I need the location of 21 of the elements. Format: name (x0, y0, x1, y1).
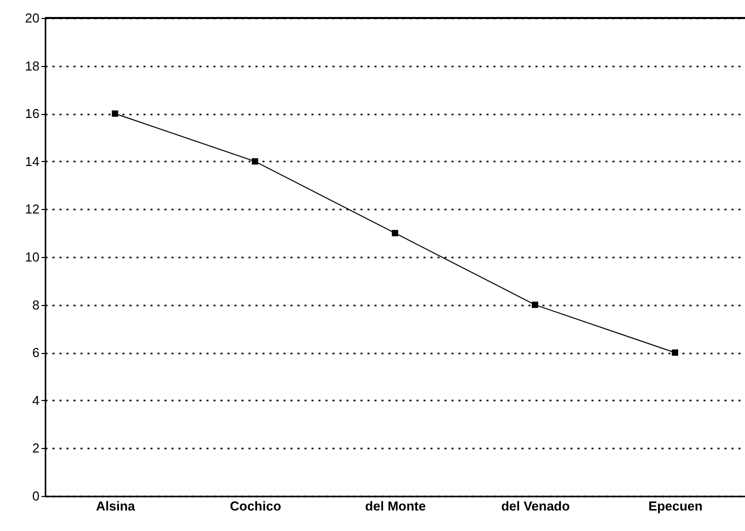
x-tick-label: del Monte (365, 498, 426, 514)
y-tick-label: 8 (32, 297, 40, 312)
x-tick-label: Cochico (230, 498, 282, 514)
y-tick-label: 10 (25, 250, 40, 264)
y-tick-label: 2 (32, 440, 40, 456)
point (252, 158, 258, 165)
x-tick-label: del Venado (501, 498, 570, 514)
y-tick-label: 4 (32, 392, 40, 408)
point (532, 302, 538, 308)
point (112, 110, 118, 117)
y-tick-label: 12 (25, 202, 40, 217)
x-tick-label: Epecuen (648, 498, 703, 514)
y-tick-label: 16 (25, 106, 40, 122)
y-tick-label: 20 (25, 10, 40, 26)
x-tick-label: Alsina (96, 498, 136, 514)
y-tick-label: 18 (25, 58, 40, 74)
point (392, 230, 398, 236)
y-tick-label: 0 (32, 488, 40, 504)
point (672, 349, 678, 356)
y-tick-label: 14 (25, 154, 40, 169)
y-tick-label: 6 (32, 345, 40, 360)
